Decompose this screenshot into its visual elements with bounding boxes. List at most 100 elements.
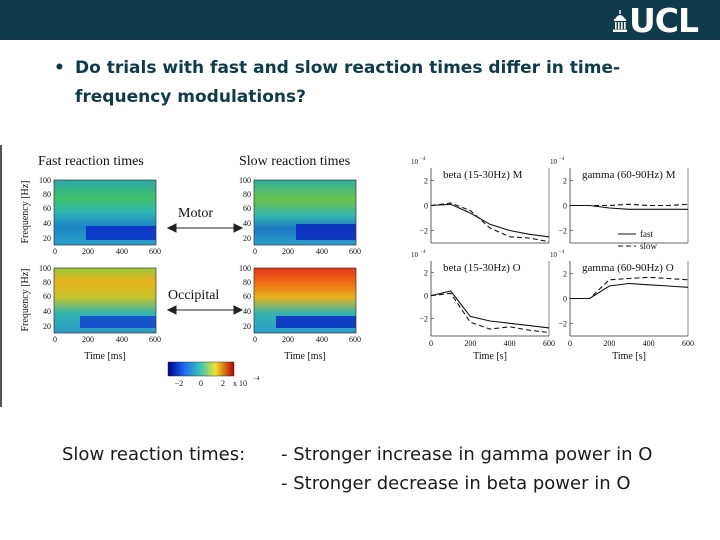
fast-series-line xyxy=(430,290,550,329)
ytick: 60 xyxy=(43,204,51,213)
xtick: 200 xyxy=(282,335,294,344)
slow-series-line xyxy=(570,203,689,207)
xtick: 0 xyxy=(53,335,57,344)
ytick: 40 xyxy=(43,219,51,228)
xtick: 200 xyxy=(82,247,94,256)
slow-series-line xyxy=(430,292,550,334)
scale-exponent: −4 xyxy=(559,250,565,255)
double-arrow-icon xyxy=(166,305,244,315)
xtick: 600 xyxy=(349,247,361,256)
xtick-label: 400 xyxy=(504,339,516,348)
xtick: 0 xyxy=(253,247,257,256)
scale-label: 10 xyxy=(550,251,558,259)
xlabel: Time [s] xyxy=(473,351,507,362)
xlabel: Time [s] xyxy=(612,351,646,362)
portico-dome-icon xyxy=(612,10,627,32)
conclusion-label: Slow reaction times: xyxy=(62,444,246,465)
ytick: 100 xyxy=(239,264,251,273)
figure: Fast reaction times Slow reaction times … xyxy=(0,145,694,407)
ytick-label: −2 xyxy=(419,227,428,236)
colorbar-tick: 2 xyxy=(221,379,225,388)
ytick: 100 xyxy=(239,176,251,185)
ytick: 100 xyxy=(39,176,51,185)
ytick: 20 xyxy=(43,234,51,243)
xlabel-fast: Time [ms] xyxy=(84,351,126,362)
question-text: Do trials with fast and slow reaction ti… xyxy=(75,58,621,107)
chart-title: beta (15-30Hz) O xyxy=(443,262,521,274)
line-chart-panel: 2 0 −2 10 −4 gamma (60-90Hz) O 0 200 400 600 xyxy=(550,250,694,348)
ytick-label: 0 xyxy=(424,292,428,301)
fast-series-line xyxy=(570,282,689,300)
ytick: 40 xyxy=(43,307,51,316)
line-chart-panel: 2 0 −2 10 −4 beta (15-30Hz) M xyxy=(411,157,550,244)
scale-label: 10 xyxy=(411,158,419,166)
ytick: 80 xyxy=(243,190,251,199)
colorbar-exp: −4 xyxy=(253,376,259,382)
xtick-label: 600 xyxy=(543,339,555,348)
xlabel-slow: Time [ms] xyxy=(284,351,326,362)
chart-title: gamma (60-90Hz) O xyxy=(582,262,674,274)
bullet-question: • Do trials with fast and slow reaction … xyxy=(54,54,664,112)
figure-left-rule xyxy=(0,145,2,407)
motor-label: Motor xyxy=(178,206,213,221)
ytick-label: 2 xyxy=(563,177,567,186)
ylabel-occipital: Frequency [Hz] xyxy=(20,268,31,331)
ytick-label: 0 xyxy=(563,202,567,211)
ytick: 80 xyxy=(43,278,51,287)
ytick-label: 0 xyxy=(424,202,428,211)
xtick-label: 200 xyxy=(464,339,476,348)
line-chart-panel: 2 0 −2 10 −4 gamma (60-90Hz) M xyxy=(550,157,689,244)
ytick-label: 2 xyxy=(424,177,428,186)
ytick: 60 xyxy=(43,292,51,301)
legend-label: slow xyxy=(640,241,658,251)
bullet-marker: • xyxy=(54,58,65,78)
scale-label: 10 xyxy=(550,158,558,166)
ytick-label: −2 xyxy=(558,320,567,329)
xtick: 400 xyxy=(116,335,128,344)
ylabel-motor: Frequency [Hz] xyxy=(20,180,31,243)
ytick: 20 xyxy=(243,322,251,331)
slow-series-line xyxy=(430,202,550,243)
logo-text: UCL xyxy=(628,1,699,40)
scale-label: 10 xyxy=(411,251,419,259)
ytick: 60 xyxy=(243,292,251,301)
conclusion-point: - Stronger increase in gamma power in O xyxy=(281,444,653,465)
xtick-label: 0 xyxy=(429,339,433,348)
ytick-label: 0 xyxy=(563,295,567,304)
legend-label: fast xyxy=(640,229,653,239)
xtick: 600 xyxy=(149,247,161,256)
xtick: 0 xyxy=(53,247,57,256)
ytick: 100 xyxy=(39,264,51,273)
header-bar: UCL xyxy=(0,0,720,40)
xtick: 400 xyxy=(116,247,128,256)
scale-exponent: −4 xyxy=(420,250,426,255)
chart-title: beta (15-30Hz) M xyxy=(443,169,523,181)
ytick-label: 2 xyxy=(424,269,428,278)
ytick: 40 xyxy=(243,307,251,316)
double-arrow-icon xyxy=(166,223,244,233)
colorbar-tick: 0 xyxy=(199,379,203,388)
heatmap-occipital-slow xyxy=(253,267,357,334)
ytick: 40 xyxy=(243,219,251,228)
heatmap-occipital-fast xyxy=(53,267,157,334)
heatmap-motor-slow xyxy=(253,179,357,246)
ytick-label: 2 xyxy=(563,270,567,279)
slow-series-line xyxy=(570,276,689,300)
colorbar-tick: −2 xyxy=(175,379,184,388)
slow-title: Slow reaction times xyxy=(239,154,350,169)
ytick-label: −2 xyxy=(558,227,567,236)
xtick: 400 xyxy=(316,335,328,344)
fast-series-line xyxy=(570,204,688,210)
ytick: 20 xyxy=(243,234,251,243)
ytick: 80 xyxy=(43,190,51,199)
fast-series-line xyxy=(430,203,550,238)
scale-exponent: −4 xyxy=(420,157,426,162)
xtick-label: 200 xyxy=(603,339,615,348)
ytick-label: −2 xyxy=(419,315,428,324)
xtick: 600 xyxy=(149,335,161,344)
xtick: 0 xyxy=(253,335,257,344)
ucl-logo: UCL xyxy=(612,1,699,40)
heatmap-motor-fast xyxy=(53,179,157,246)
